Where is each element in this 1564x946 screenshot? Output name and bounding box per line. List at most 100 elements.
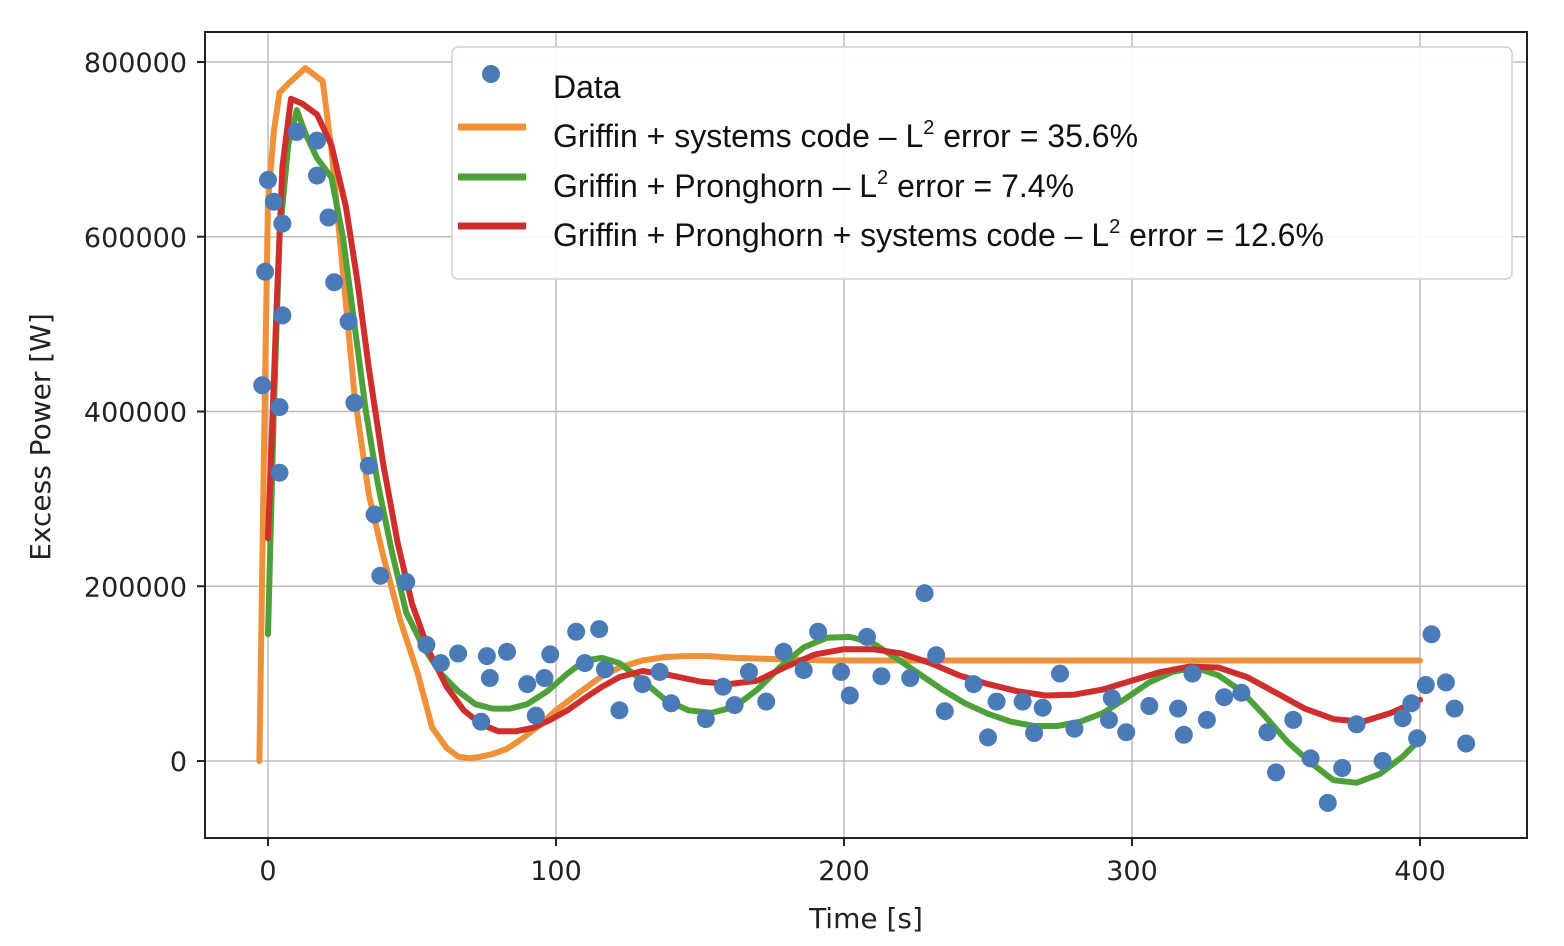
data-point — [339, 312, 358, 331]
data-point — [431, 654, 450, 673]
x-tick-label: 0 — [259, 856, 276, 887]
y-tick-label: 0 — [170, 747, 187, 778]
data-point — [1117, 723, 1136, 742]
data-point — [1457, 734, 1476, 753]
data-point — [1174, 725, 1193, 744]
data-point — [964, 675, 983, 694]
data-point — [1232, 683, 1251, 702]
data-point — [1033, 698, 1052, 717]
data-point — [308, 131, 326, 150]
legend-label-red: Griffin + Pronghorn + systems code – L2 … — [553, 216, 1324, 253]
data-point — [633, 675, 652, 694]
data-point — [1284, 710, 1303, 729]
data-point — [987, 692, 1006, 711]
x-tick-label: 300 — [1106, 856, 1158, 887]
data-point — [840, 686, 859, 705]
data-point — [662, 694, 681, 713]
data-point — [1408, 729, 1427, 748]
data-point — [1436, 673, 1455, 692]
data-point — [270, 463, 289, 482]
data-point — [1301, 749, 1320, 768]
legend: Data Griffin + systems code – L2 error = … — [451, 46, 1513, 280]
data-point — [417, 635, 436, 654]
data-point — [498, 642, 516, 661]
plot-frame — [204, 31, 1528, 839]
data-point — [596, 660, 614, 679]
data-point — [308, 166, 326, 185]
data-point — [979, 728, 997, 747]
data-point — [858, 627, 876, 646]
data-point — [1422, 625, 1441, 644]
data-point — [256, 262, 275, 281]
data-point — [809, 622, 828, 641]
y-tick-label: 200000 — [84, 572, 187, 603]
data-point — [1065, 719, 1084, 738]
data-point — [590, 620, 609, 639]
data-point — [1318, 793, 1337, 812]
data-point — [480, 669, 499, 687]
data-point — [1416, 676, 1435, 694]
data-point — [1258, 723, 1277, 742]
data-point — [359, 456, 378, 475]
data-point — [872, 667, 891, 686]
data-point — [1051, 664, 1069, 683]
data-point — [575, 654, 594, 673]
x-axis-ticks: 0 100 200 300 400 — [259, 838, 1446, 887]
data-point — [915, 584, 934, 603]
data-point — [345, 393, 364, 412]
data-point — [567, 622, 586, 641]
data-point — [725, 696, 744, 715]
data-point — [1347, 715, 1366, 734]
data-point — [1267, 763, 1285, 782]
data-point — [449, 644, 468, 663]
data-point — [832, 662, 851, 681]
data-point — [325, 273, 344, 292]
y-tick-label: 600000 — [84, 223, 187, 254]
data-point — [1373, 752, 1392, 770]
data-point — [1013, 692, 1032, 711]
legend-marker-data — [482, 65, 500, 83]
legend-box — [451, 46, 1513, 280]
data-point — [1393, 709, 1412, 728]
data-point — [253, 376, 272, 395]
x-tick-label: 400 — [1394, 856, 1446, 887]
data-point — [1183, 664, 1202, 683]
data-point — [650, 662, 669, 681]
data-point — [1333, 759, 1352, 777]
data-point — [1402, 694, 1421, 713]
data-point — [541, 645, 560, 664]
data-points — [253, 122, 1476, 812]
y-axis-title: Excess Power [W] — [24, 313, 57, 561]
data-point — [371, 566, 390, 585]
x-tick-label: 200 — [818, 856, 870, 887]
data-point — [1025, 724, 1044, 742]
data-point — [1140, 697, 1159, 715]
data-point — [714, 677, 732, 696]
data-point — [319, 208, 338, 227]
data-point — [259, 171, 277, 189]
data-point — [472, 712, 491, 731]
data-point — [1197, 710, 1216, 729]
data-point — [794, 661, 813, 680]
legend-label-orange: Griffin + systems code – L2 error = 35.6… — [553, 117, 1138, 154]
y-tick-label: 800000 — [84, 48, 187, 79]
data-point — [757, 692, 776, 711]
data-point — [740, 662, 758, 681]
data-point — [518, 675, 537, 694]
x-tick-label: 100 — [530, 856, 582, 887]
data-point — [287, 122, 306, 141]
data-point — [1100, 710, 1118, 729]
series-line-red — [265, 95, 1423, 735]
data-point — [526, 706, 545, 725]
data-point — [477, 647, 496, 666]
data-point — [264, 192, 283, 211]
data-point — [610, 701, 629, 720]
data-point — [1169, 699, 1188, 718]
data-point — [901, 669, 920, 687]
data-point — [696, 710, 715, 729]
y-axis-ticks: 0 200000 400000 600000 800000 — [84, 48, 205, 778]
data-point — [935, 702, 954, 721]
legend-label-green: Griffin + Pronghorn – L2 error = 7.4% — [553, 167, 1074, 204]
data-point — [397, 572, 416, 591]
